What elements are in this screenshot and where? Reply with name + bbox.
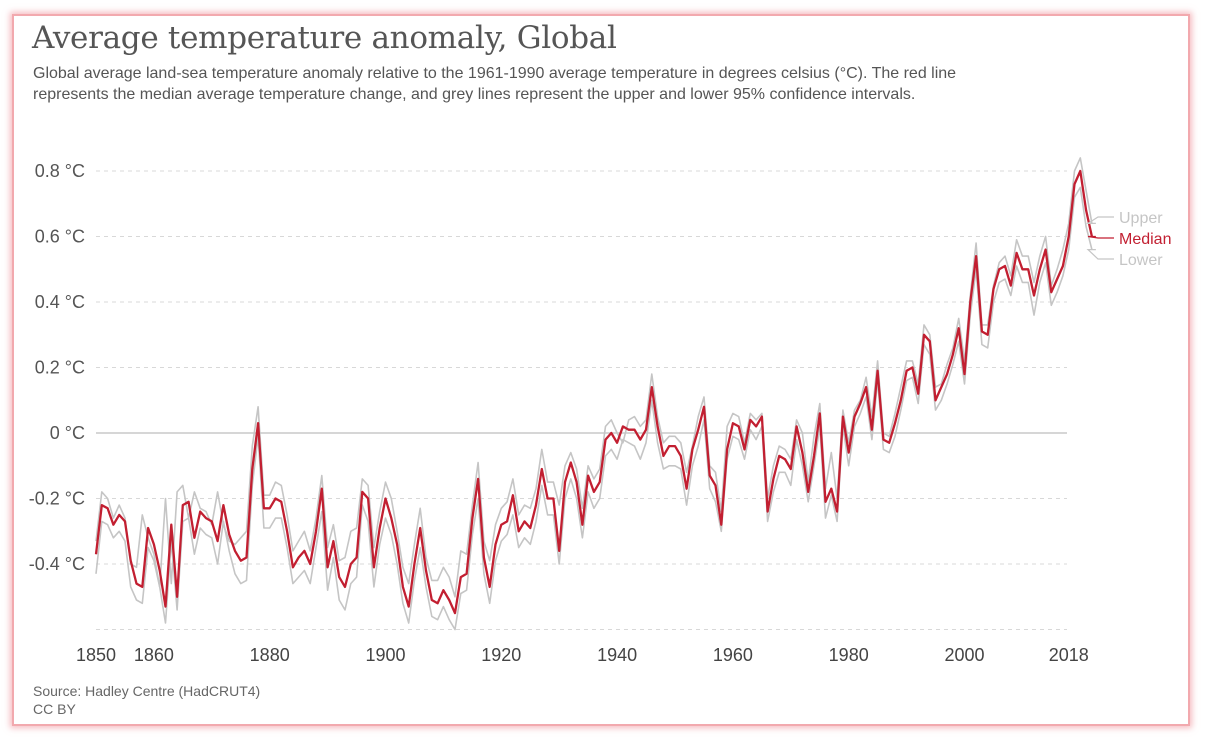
legend-connector [1085, 216, 1114, 224]
y-tick-label: -0.2 °C [29, 489, 85, 509]
x-tick-label: 2000 [944, 645, 984, 665]
series-line-upper [95, 157, 1093, 598]
x-tick-label: 1900 [365, 645, 405, 665]
license-text: CC BY [33, 701, 76, 717]
y-tick-label: 0.2 °C [35, 358, 85, 378]
series-lines [94, 157, 1094, 631]
x-tick-label: 1940 [597, 645, 637, 665]
y-tick-label: 0.6 °C [35, 227, 85, 247]
series-line-lower [95, 186, 1093, 631]
source-note: Source: Hadley Centre (HadCRUT4) CC BY [33, 682, 260, 718]
chart-subtitle: Global average land-sea temperature anom… [33, 65, 957, 103]
y-tick-label: 0 °C [50, 423, 85, 443]
y-axis-labels: 0.8 °C 0.6 °C 0.4 °C 0.2 °C 0 °C -0.2 °C -0.4 … [29, 161, 85, 574]
y-tick-label: 0.4 °C [35, 292, 85, 312]
x-tick-label: 1880 [250, 645, 290, 665]
chart-title: Average temperature anomaly, Global [32, 20, 617, 56]
x-tick-label: 1980 [829, 645, 869, 665]
x-tick-label: 2018 [1049, 645, 1089, 665]
legend-connector [1086, 249, 1114, 260]
y-tick-label: -0.4 °C [29, 554, 85, 574]
legend-connector [1087, 235, 1114, 239]
y-tick-label: 0.8 °C [35, 161, 85, 181]
legend: Upper Lower Median [1085, 210, 1171, 269]
source-text: Source: Hadley Centre (HadCRUT4) [33, 683, 261, 699]
x-tick-label: 1920 [481, 645, 521, 665]
x-tick-label: 1860 [134, 645, 174, 665]
legend-label-median: Median [1119, 231, 1171, 248]
chart-frame [12, 14, 1190, 726]
legend-label-lower: Lower [1119, 252, 1163, 269]
x-axis-labels: 1850 1860 1880 1900 1920 1940 1960 1980 2000 2018 [76, 645, 1089, 665]
series-line-median [94, 169, 1094, 615]
x-tick-label: 1960 [713, 645, 753, 665]
legend-label-upper: Upper [1119, 210, 1163, 227]
x-tick-label: 1850 [76, 645, 116, 665]
